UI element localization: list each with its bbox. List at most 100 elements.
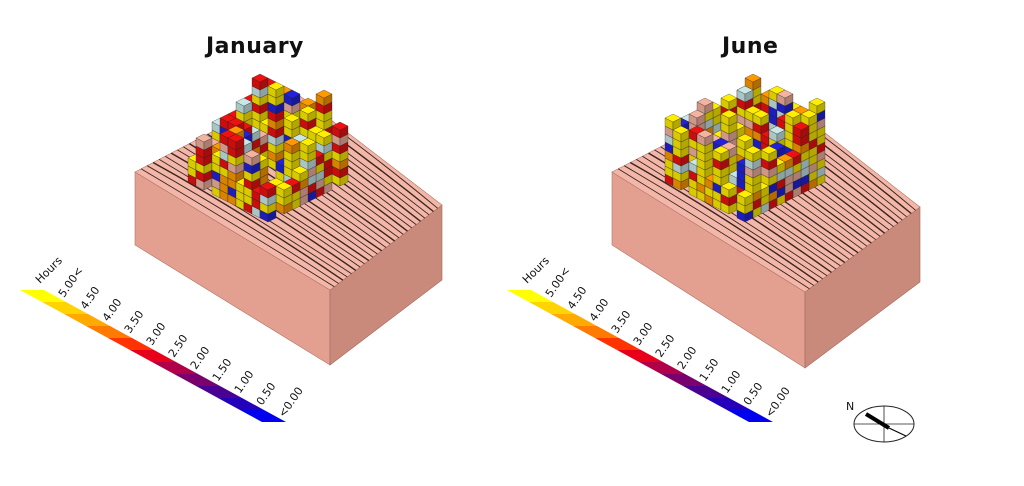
legend-label: 4.00 [100, 296, 125, 324]
panel-january: Hours5.00<4.504.003.503.002.502.001.501.… [20, 73, 443, 422]
building-cube [331, 121, 349, 131]
legend-swatch [196, 386, 242, 398]
legend-swatch [64, 314, 110, 326]
legend-label: 2.50 [653, 332, 678, 360]
legend-swatch [661, 374, 707, 386]
contour-line [629, 161, 819, 283]
legend-swatch [683, 386, 729, 398]
legend-label: 3.50 [609, 308, 634, 336]
legend-swatch [130, 350, 176, 362]
legend-swatch [20, 290, 66, 302]
building-cube [736, 85, 754, 95]
legend-label: 4.50 [78, 284, 103, 312]
legend-swatch [705, 398, 751, 410]
building-cube [784, 109, 802, 119]
building-cube [776, 89, 794, 99]
building-cube [267, 81, 285, 91]
compass-north-label: N [846, 400, 854, 413]
legend-swatch [174, 374, 220, 386]
legend-label: 2.00 [188, 344, 213, 372]
building-cube [808, 97, 826, 107]
building-cube [760, 145, 778, 155]
building-mass [187, 73, 349, 223]
legend-label: 5.00< [543, 265, 573, 300]
building-cube [696, 97, 714, 107]
building-cube [720, 93, 738, 103]
legend-swatch [573, 326, 619, 338]
legend-swatch [639, 362, 685, 374]
legend-label: 0.50 [254, 380, 279, 408]
north-compass: N [846, 400, 915, 443]
building-cube [744, 145, 762, 155]
building-cube [195, 133, 213, 143]
building-cube [235, 97, 253, 107]
legend-swatch [218, 398, 264, 410]
legend-swatch [551, 314, 597, 326]
legend-label: 3.50 [122, 308, 147, 336]
building-cube [664, 113, 682, 123]
building-mass [664, 73, 826, 223]
legend-swatch [152, 362, 198, 374]
legend-swatch [240, 410, 286, 422]
legend-label: 4.00 [587, 296, 612, 324]
legend-swatch [42, 302, 88, 314]
legend-swatch [86, 326, 132, 338]
legend-label: 1.00 [232, 368, 257, 396]
legend-label: <0.00 [276, 385, 306, 420]
legend-swatch [595, 338, 641, 350]
panel-june: Hours5.00<4.504.003.503.002.502.001.501.… [507, 73, 921, 422]
legend-label: 0.50 [741, 380, 766, 408]
building-cube [720, 109, 738, 119]
title-january: January [206, 34, 304, 59]
contour-line [146, 165, 339, 284]
building-cube [299, 105, 317, 115]
building-cube [688, 109, 706, 119]
legend-swatch [108, 338, 154, 350]
legend-swatch [529, 302, 575, 314]
building-cube [696, 129, 714, 139]
building-cube [251, 73, 269, 83]
legend-label: 1.00 [719, 368, 744, 396]
compass-needle-tail-icon [888, 427, 907, 437]
legend-label: 5.00< [56, 265, 86, 300]
legend-title: Hours [520, 254, 552, 286]
building-cube [736, 133, 754, 143]
building-cube [792, 121, 810, 131]
building-cube [283, 113, 301, 123]
contour-line [158, 159, 348, 278]
building-cube [800, 109, 818, 119]
building-cube [243, 149, 261, 159]
legend-label: 1.50 [697, 356, 722, 384]
building-cube [299, 137, 317, 147]
legend-swatch [507, 290, 553, 302]
building-cube [736, 189, 754, 199]
legend-swatch [727, 410, 773, 422]
building-cube [315, 89, 333, 99]
contour-line [152, 161, 344, 281]
building-cube [227, 133, 245, 143]
building-cube [291, 165, 309, 175]
legend-title: Hours [33, 254, 65, 286]
building-cube [283, 137, 301, 147]
contour-line [636, 159, 823, 280]
title-june: June [722, 34, 779, 59]
contour-line [623, 165, 815, 286]
legend-label: 1.50 [210, 356, 235, 384]
building-cube [712, 145, 730, 155]
legend-label: 3.00 [631, 320, 656, 348]
building-cube [752, 109, 770, 119]
legend-swatch [617, 350, 663, 362]
legend-label: 2.00 [675, 344, 700, 372]
building-cube [283, 89, 301, 99]
building-cube [768, 125, 786, 135]
legend-label: 4.50 [565, 284, 590, 312]
building-cube [259, 181, 277, 191]
building-cube [315, 129, 333, 139]
building-cube [672, 125, 690, 135]
contour-line [140, 168, 335, 288]
building-cube [744, 73, 762, 83]
building-cube [275, 181, 293, 191]
contour-line [617, 168, 810, 290]
legend-label: <0.00 [763, 385, 793, 420]
